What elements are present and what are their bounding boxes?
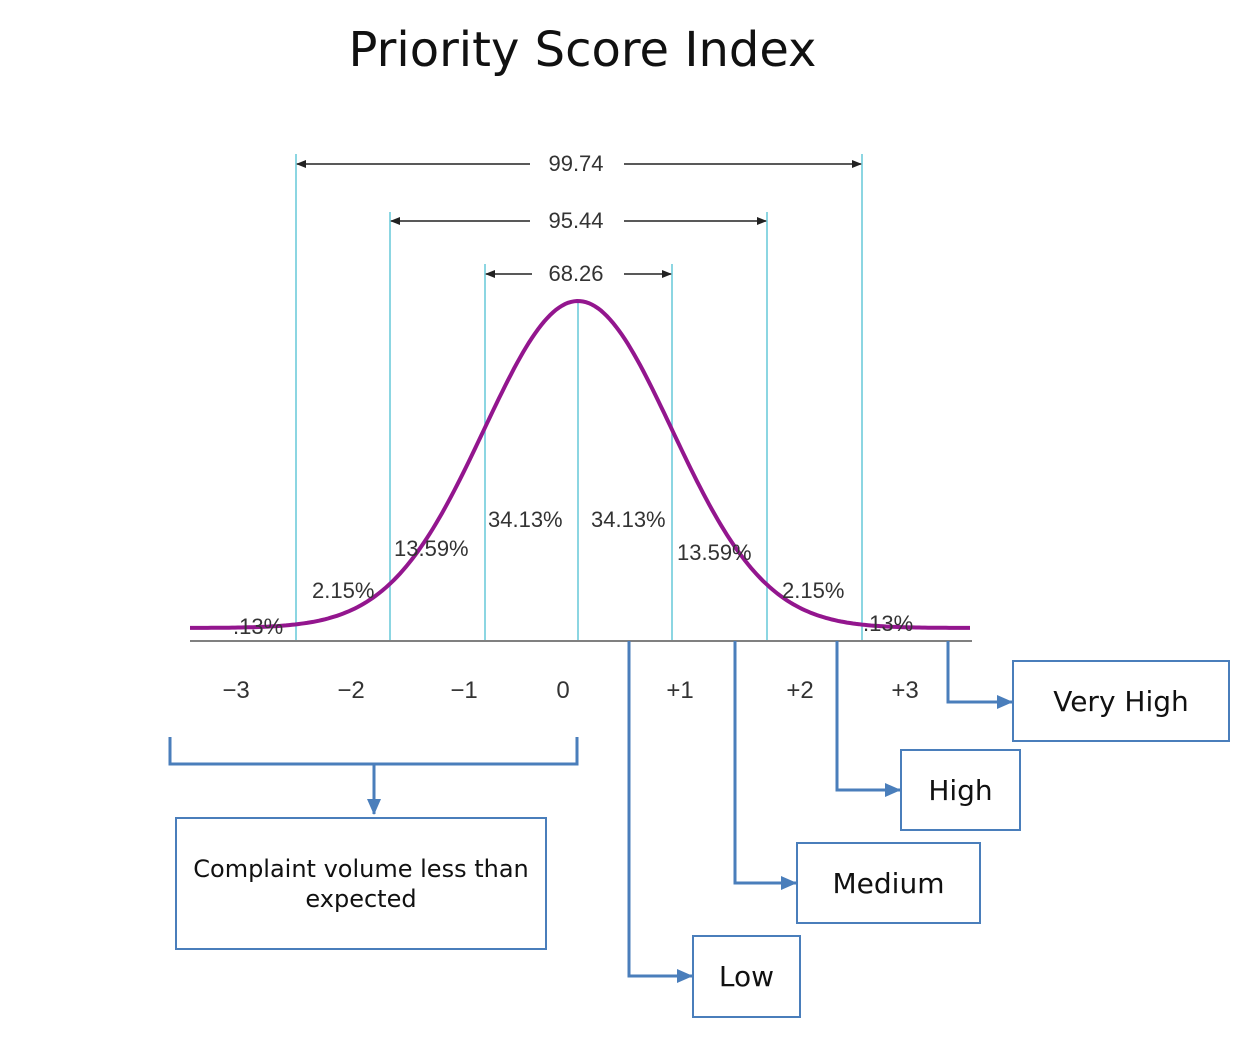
low-priority-label: Low [718, 960, 775, 993]
pct-label-left-1: 13.59% [394, 536, 469, 561]
pct-label-right-tail: .13% [863, 611, 913, 636]
high-connector-arrow [835, 641, 901, 797]
diagram-title: Priority Score Index [348, 22, 817, 78]
tick-label-zero: 0 [556, 677, 569, 704]
low-connector-arrow [627, 641, 693, 983]
tick-label-plus-1: +1 [666, 677, 693, 704]
tick-label-plus-2: +2 [786, 677, 813, 704]
tick-label-minus-2: −2 [337, 677, 364, 704]
sigma-guide-lines [295, 154, 863, 641]
tick-label-minus-3: −3 [222, 677, 249, 704]
range-label-95-44: 95.44 [548, 208, 603, 233]
range-label-99-74: 99.74 [548, 151, 603, 176]
high-priority-label: High [928, 773, 993, 807]
medium-priority-box: Medium [796, 842, 981, 924]
range-label-68-26: 68.26 [548, 261, 603, 286]
below-expected-box: Complaint volume less than expected [175, 817, 547, 950]
pct-label-right-1: 13.59% [677, 540, 752, 565]
tick-label-plus-3: +3 [891, 677, 918, 704]
high-priority-box: High [900, 749, 1021, 831]
medium-priority-label: Medium [832, 866, 945, 900]
very-high-connector-arrow [946, 641, 1013, 709]
bell-curve [190, 298, 970, 630]
medium-connector-arrow [733, 641, 797, 890]
low-priority-box: Low [692, 935, 801, 1018]
pct-label-right-2: 2.15% [782, 578, 844, 603]
pct-label-left-tail: .13% [233, 614, 283, 639]
tick-label-minus-1: −1 [450, 677, 477, 704]
pct-label-left-center: 34.13% [488, 507, 563, 532]
below-expected-label: Complaint volume less than expected [193, 854, 529, 913]
very-high-priority-box: Very High [1012, 660, 1230, 742]
below-expected-bracket [168, 737, 579, 815]
pct-label-right-center: 34.13% [591, 507, 666, 532]
pct-label-left-2: 2.15% [312, 578, 374, 603]
very-high-priority-label: Very High [1053, 684, 1189, 718]
